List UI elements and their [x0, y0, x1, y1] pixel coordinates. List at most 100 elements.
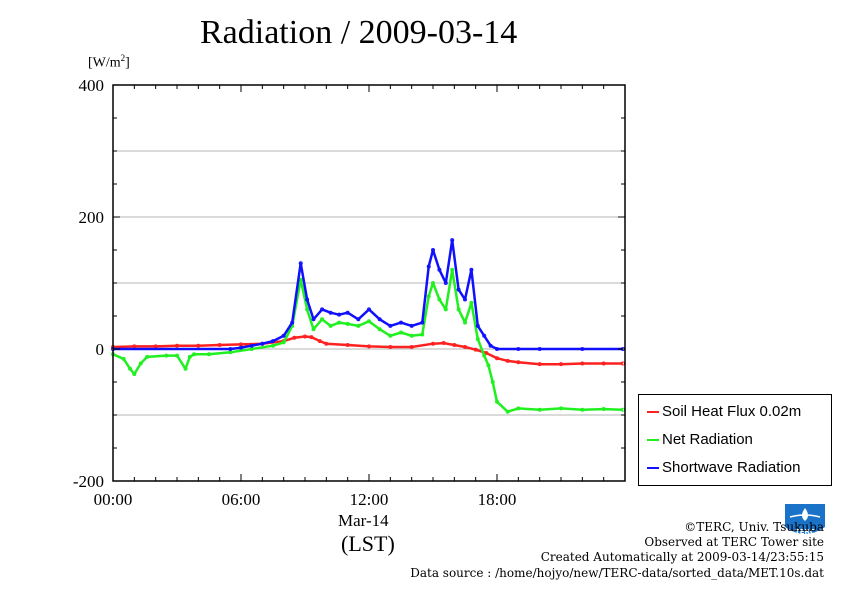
- data-point: [238, 345, 243, 350]
- data-point: [192, 352, 197, 357]
- data-point: [337, 320, 342, 325]
- data-point: [377, 317, 382, 322]
- data-point: [537, 346, 542, 351]
- data-point: [580, 346, 585, 351]
- data-point: [516, 346, 521, 351]
- footer-site: Observed at TERC Tower site: [644, 535, 824, 550]
- x-axis-date-label: Mar-14: [338, 511, 389, 530]
- data-point: [490, 379, 495, 384]
- data-point: [345, 310, 350, 315]
- x-axis-title: (LST): [341, 531, 395, 556]
- data-point: [260, 341, 265, 346]
- data-point: [426, 264, 431, 269]
- data-point: [270, 339, 275, 344]
- data-point: [505, 409, 510, 414]
- data-point: [217, 343, 222, 348]
- data-point: [494, 346, 499, 351]
- data-point: [450, 238, 455, 243]
- data-point: [228, 346, 233, 351]
- data-point: [128, 366, 133, 371]
- unit-power: 2: [120, 53, 126, 63]
- data-point: [420, 332, 425, 337]
- data-point: [270, 343, 275, 348]
- data-point: [174, 343, 179, 348]
- data-point: [366, 307, 371, 312]
- x-tick-label: 12:00: [350, 490, 389, 509]
- data-point: [174, 353, 179, 358]
- data-point: [494, 356, 499, 361]
- data-point: [388, 323, 393, 328]
- data-point: [516, 360, 521, 365]
- data-point: [324, 341, 329, 346]
- data-point: [409, 323, 414, 328]
- data-point: [388, 333, 393, 338]
- data-point: [366, 319, 371, 324]
- data-point: [206, 352, 211, 357]
- data-point: [475, 337, 480, 342]
- data-point: [409, 333, 414, 338]
- data-point: [484, 350, 489, 355]
- logo-text: TERC: [795, 528, 815, 536]
- data-point: [462, 320, 467, 325]
- data-point: [132, 372, 137, 377]
- data-point: [398, 330, 403, 335]
- data-point: [345, 321, 350, 326]
- data-point: [292, 335, 297, 340]
- data-point: [456, 287, 461, 292]
- data-point: [430, 280, 435, 285]
- legend-label-soil-heat-flux: Soil Heat Flux 0.02m: [662, 403, 802, 420]
- data-point: [302, 334, 307, 339]
- data-point: [298, 261, 303, 266]
- data-point: [559, 406, 564, 411]
- data-point: [443, 307, 448, 312]
- data-point: [420, 320, 425, 325]
- data-point: [441, 341, 446, 346]
- data-point: [475, 323, 480, 328]
- series-layer: [111, 238, 625, 414]
- x-tick-label: 00:00: [94, 490, 133, 509]
- axis-ticks: -200 0 200 400 00:00 06:00 12:00 18:00: [73, 76, 625, 509]
- y-tick-label: 0: [96, 340, 105, 359]
- data-point: [580, 361, 585, 366]
- data-point: [426, 294, 431, 299]
- data-point: [138, 361, 143, 366]
- unit-label: [W/m: [88, 55, 121, 71]
- data-point: [145, 354, 150, 359]
- data-point: [430, 247, 435, 252]
- data-point: [559, 362, 564, 367]
- data-point: [164, 353, 169, 358]
- footer-copyright: ©TERC, Univ. Tsukuba: [684, 520, 824, 534]
- y-tick-label: -200: [73, 472, 104, 491]
- footer-credits: ©TERC, Univ. Tsukuba Observed at TERC To…: [410, 520, 824, 581]
- data-point: [320, 307, 325, 312]
- data-point: [356, 323, 361, 328]
- data-point: [305, 297, 310, 302]
- data-point: [430, 341, 435, 346]
- data-point: [366, 344, 371, 349]
- x-tick-label: 18:00: [478, 490, 517, 509]
- data-point: [183, 366, 188, 371]
- data-point: [398, 320, 403, 325]
- data-point: [437, 297, 442, 302]
- data-point: [328, 310, 333, 315]
- data-point: [486, 363, 491, 368]
- data-point: [328, 323, 333, 328]
- data-point: [505, 358, 510, 363]
- data-point: [388, 345, 393, 350]
- data-point: [437, 267, 442, 272]
- legend-swatch-soil-heat-flux: [647, 411, 659, 413]
- data-point: [452, 343, 457, 348]
- data-point: [320, 317, 325, 322]
- data-point: [305, 307, 310, 312]
- data-point: [601, 407, 606, 412]
- data-point: [516, 406, 521, 411]
- data-point: [469, 267, 474, 272]
- series-line-net-radiation: [112, 268, 623, 413]
- data-point: [377, 327, 382, 332]
- data-point: [473, 347, 478, 352]
- data-point: [537, 407, 542, 412]
- data-point: [196, 343, 201, 348]
- data-point: [290, 320, 295, 325]
- data-point: [488, 343, 493, 348]
